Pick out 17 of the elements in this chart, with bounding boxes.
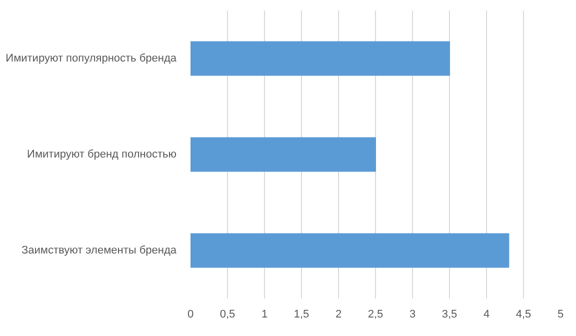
- x-tick-label: 0: [187, 308, 194, 320]
- x-tick-label: 4,5: [516, 308, 532, 320]
- bar: [190, 233, 510, 268]
- bar: [190, 41, 450, 76]
- x-tick-label: 2: [335, 308, 342, 320]
- x-tick-label: 3,5: [442, 308, 458, 320]
- y-tick-label: Заимствуют элементы бренда: [21, 244, 178, 256]
- y-tick-label: Имитируют бренд полностью: [27, 148, 177, 160]
- x-tick-label: 3: [409, 308, 416, 320]
- x-tick-label: 5: [557, 308, 564, 320]
- x-tick-label: 4: [483, 308, 490, 320]
- y-tick-label: Имитируют популярность бренда: [6, 52, 178, 64]
- x-tick-label: 0,5: [220, 308, 236, 320]
- x-tick-label: 1,5: [294, 308, 310, 320]
- x-tick-label: 2,5: [368, 308, 384, 320]
- x-tick-label: 1: [261, 308, 268, 320]
- bar: [190, 137, 376, 172]
